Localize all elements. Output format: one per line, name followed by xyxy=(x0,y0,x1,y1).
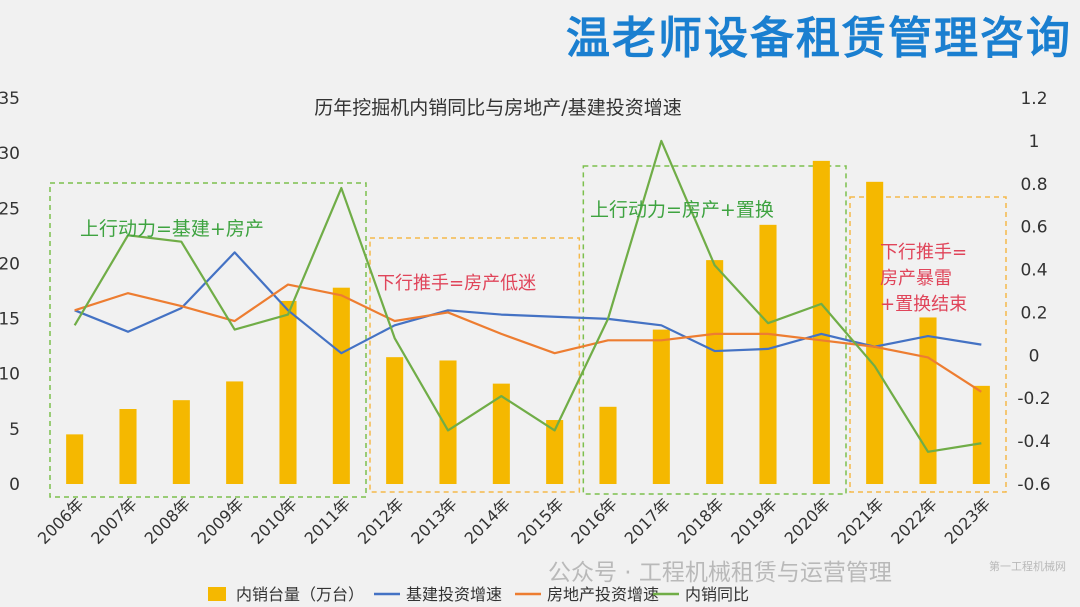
bar-2010年 xyxy=(279,300,297,484)
line-series-房地产投资增速 xyxy=(74,283,982,393)
bar-2014年 xyxy=(492,383,510,484)
bar-2018年 xyxy=(706,260,724,484)
bar-2020年 xyxy=(812,160,830,484)
x-tick-2012年: 2012年 xyxy=(354,494,408,548)
annotation-box-2 xyxy=(582,165,847,495)
y-right-tick: 0 xyxy=(1029,346,1040,366)
bar-2013年 xyxy=(439,360,457,484)
y-left-tick: 10 xyxy=(0,365,20,385)
x-tick-2014年: 2014年 xyxy=(461,494,515,548)
bar-2021年 xyxy=(866,181,884,484)
x-tick-2009年: 2009年 xyxy=(194,494,248,548)
annotation-box-1 xyxy=(369,237,581,493)
bar-2015年 xyxy=(546,420,564,484)
x-tick-2017年: 2017年 xyxy=(621,494,675,548)
y-left-tick: 30 xyxy=(0,144,20,164)
x-tick-2008年: 2008年 xyxy=(141,494,195,548)
x-tick-2015年: 2015年 xyxy=(514,494,568,548)
legend-label-2: 房地产投资增速 xyxy=(547,585,659,604)
y-right-tick: -0.4 xyxy=(1017,432,1050,452)
x-tick-2019年: 2019年 xyxy=(727,494,781,548)
bar-2022年 xyxy=(919,317,937,484)
y-left-tick: 20 xyxy=(0,254,20,274)
y-right-tick: 0.6 xyxy=(1020,218,1047,238)
legend-swatch-0 xyxy=(208,587,226,601)
bar-2019年 xyxy=(759,224,777,485)
y-left-tick: 35 xyxy=(0,89,20,109)
bar-2006年 xyxy=(66,434,84,484)
site-logo: 第一工程机械网 xyxy=(989,560,1066,573)
y-left-tick: 15 xyxy=(0,310,20,330)
y-right-tick: -0.2 xyxy=(1017,389,1050,409)
bar-2012年 xyxy=(386,357,404,484)
x-tick-2018年: 2018年 xyxy=(674,494,728,548)
y-right-tick: 0.8 xyxy=(1020,175,1047,195)
y-left-tick: 25 xyxy=(0,199,20,219)
x-tick-2013年: 2013年 xyxy=(407,494,461,548)
y-left-tick: 5 xyxy=(9,420,20,440)
x-tick-2010年: 2010年 xyxy=(247,494,301,548)
y-right-tick: 0.2 xyxy=(1020,303,1047,323)
y-right-tick: -0.6 xyxy=(1017,475,1050,495)
annotation-text-3: 下行推手=房产暴雷+置换结束 xyxy=(880,242,967,315)
bar-2009年 xyxy=(226,381,244,484)
y-left-tick: 0 xyxy=(9,475,20,495)
x-tick-2011年: 2011年 xyxy=(301,494,355,548)
annotation-text-1: 下行推手=房产低迷 xyxy=(377,273,536,294)
bar-2008年 xyxy=(172,400,190,484)
x-tick-2021年: 2021年 xyxy=(834,494,888,548)
y-right-tick: 1.2 xyxy=(1020,89,1047,109)
brand-title: 温老师设备租赁管理咨询 xyxy=(566,13,1072,64)
x-tick-2006年: 2006年 xyxy=(34,494,88,548)
legend-label-3: 内销同比 xyxy=(685,585,749,604)
line-series-内销同比 xyxy=(73,139,982,453)
bar-2016年 xyxy=(599,406,617,484)
bar-2017年 xyxy=(652,329,670,484)
x-tick-2016年: 2016年 xyxy=(567,494,621,548)
legend-label-1: 基建投资增速 xyxy=(406,585,502,604)
line-series-基建投资增速 xyxy=(74,251,982,355)
bar-2023年 xyxy=(972,385,990,484)
x-tick-2022年: 2022年 xyxy=(887,494,941,548)
x-tick-2020年: 2020年 xyxy=(781,494,835,548)
legend-label-0: 内销台量（万台） xyxy=(236,585,364,604)
annotation-text-0: 上行动力=基建+房产 xyxy=(80,218,264,240)
watermark: 公众号 · 工程机械租赁与运营管理 xyxy=(548,560,892,586)
x-tick-2023年: 2023年 xyxy=(941,494,995,548)
annotation-text-2: 上行动力=房产+置换 xyxy=(590,199,774,221)
y-right-tick: 0.4 xyxy=(1020,261,1047,281)
bar-2007年 xyxy=(119,409,137,484)
bar-2011年 xyxy=(332,287,350,484)
y-right-tick: 1 xyxy=(1029,132,1040,152)
chart-title: 历年挖掘机内销同比与房地产/基建投资增速 xyxy=(314,97,681,119)
x-tick-2007年: 2007年 xyxy=(87,494,141,548)
